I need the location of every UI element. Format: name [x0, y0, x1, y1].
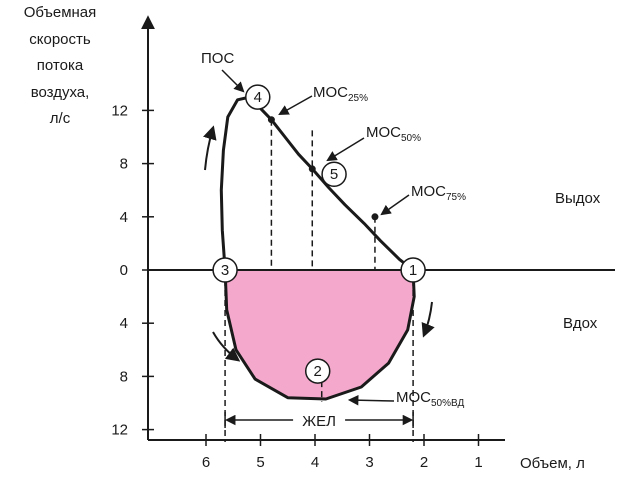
point-2-label: 2	[314, 363, 322, 380]
x-tick-label: 2	[420, 454, 428, 471]
arrow-down-right	[421, 301, 435, 338]
pef-label: ПОС	[201, 50, 234, 67]
y-axis-label-line-5: л/с	[50, 110, 71, 127]
inspiratory-curve	[223, 269, 416, 401]
y-axis-label-line-4: воздуха,	[31, 84, 90, 101]
y-ticks: 0 4 8 12 4 8 12	[111, 102, 154, 439]
inspiration-label: Вдох	[563, 315, 598, 332]
mef75-dot	[371, 213, 379, 221]
point-3-circle	[212, 257, 238, 283]
mef75-pointer	[380, 194, 410, 216]
point-3-label: 3	[221, 262, 229, 279]
y-axis-label-line-2: скорость	[29, 31, 91, 48]
y-tick-label-inspiration: 8	[120, 368, 128, 385]
numbered-points: 1 2 3 4 5	[212, 84, 426, 384]
arrow-down-left	[212, 331, 241, 362]
y-axis-label-line-1: Объемная	[24, 4, 97, 21]
y-tick-label-inspiration: 4	[120, 315, 128, 332]
point-5-circle	[321, 161, 347, 187]
x-tick-label: 5	[256, 454, 264, 471]
point-4-circle	[245, 84, 271, 110]
x-tick-label: 6	[202, 454, 210, 471]
mif50-label: МОС50%ВД	[396, 389, 464, 409]
x-tick-label: 4	[311, 454, 319, 471]
mef50-label: МОС50%	[366, 124, 421, 144]
x-axis-label: Объем, л	[520, 455, 585, 472]
y-tick-label-expiration: 4	[120, 209, 128, 226]
vc-label: ЖЕЛ	[302, 413, 336, 430]
pef-pointer	[221, 69, 245, 93]
y-tick-label-inspiration: 12	[111, 422, 128, 439]
mef50-pointer	[326, 137, 365, 162]
x-ticks: 6 5 4 3 2 1	[202, 434, 483, 471]
mef50-dot	[308, 165, 316, 173]
point-2-circle	[304, 358, 331, 384]
point-4-label: 4	[254, 89, 262, 106]
mif50-pointer	[347, 394, 395, 406]
x-tick-label: 1	[474, 454, 482, 471]
point-1-circle	[400, 257, 426, 283]
mef25-pointer	[278, 95, 313, 116]
x-tick-label: 3	[365, 454, 373, 471]
y-tick-label-expiration: 8	[120, 156, 128, 173]
expiration-label: Выдох	[555, 190, 601, 207]
arrow-up	[203, 125, 217, 171]
y-tick-label-expiration: 0	[120, 262, 128, 279]
mef25-label: МОС25%	[313, 84, 368, 104]
mef25-dot	[267, 116, 275, 124]
y-tick-label-expiration: 12	[111, 102, 128, 119]
vital-capacity-bracket: ЖЕЛ	[224, 410, 414, 430]
vc-label-bg	[293, 410, 346, 430]
inspiration-area-fill	[225, 270, 415, 399]
mef75-label: МОС75%	[411, 183, 466, 203]
point-5-label: 5	[330, 166, 338, 183]
expiratory-curve	[219, 95, 415, 272]
y-axis-label-line-3: потока	[37, 57, 84, 74]
point-1-label: 1	[409, 262, 417, 279]
direction-arrows	[203, 125, 435, 362]
